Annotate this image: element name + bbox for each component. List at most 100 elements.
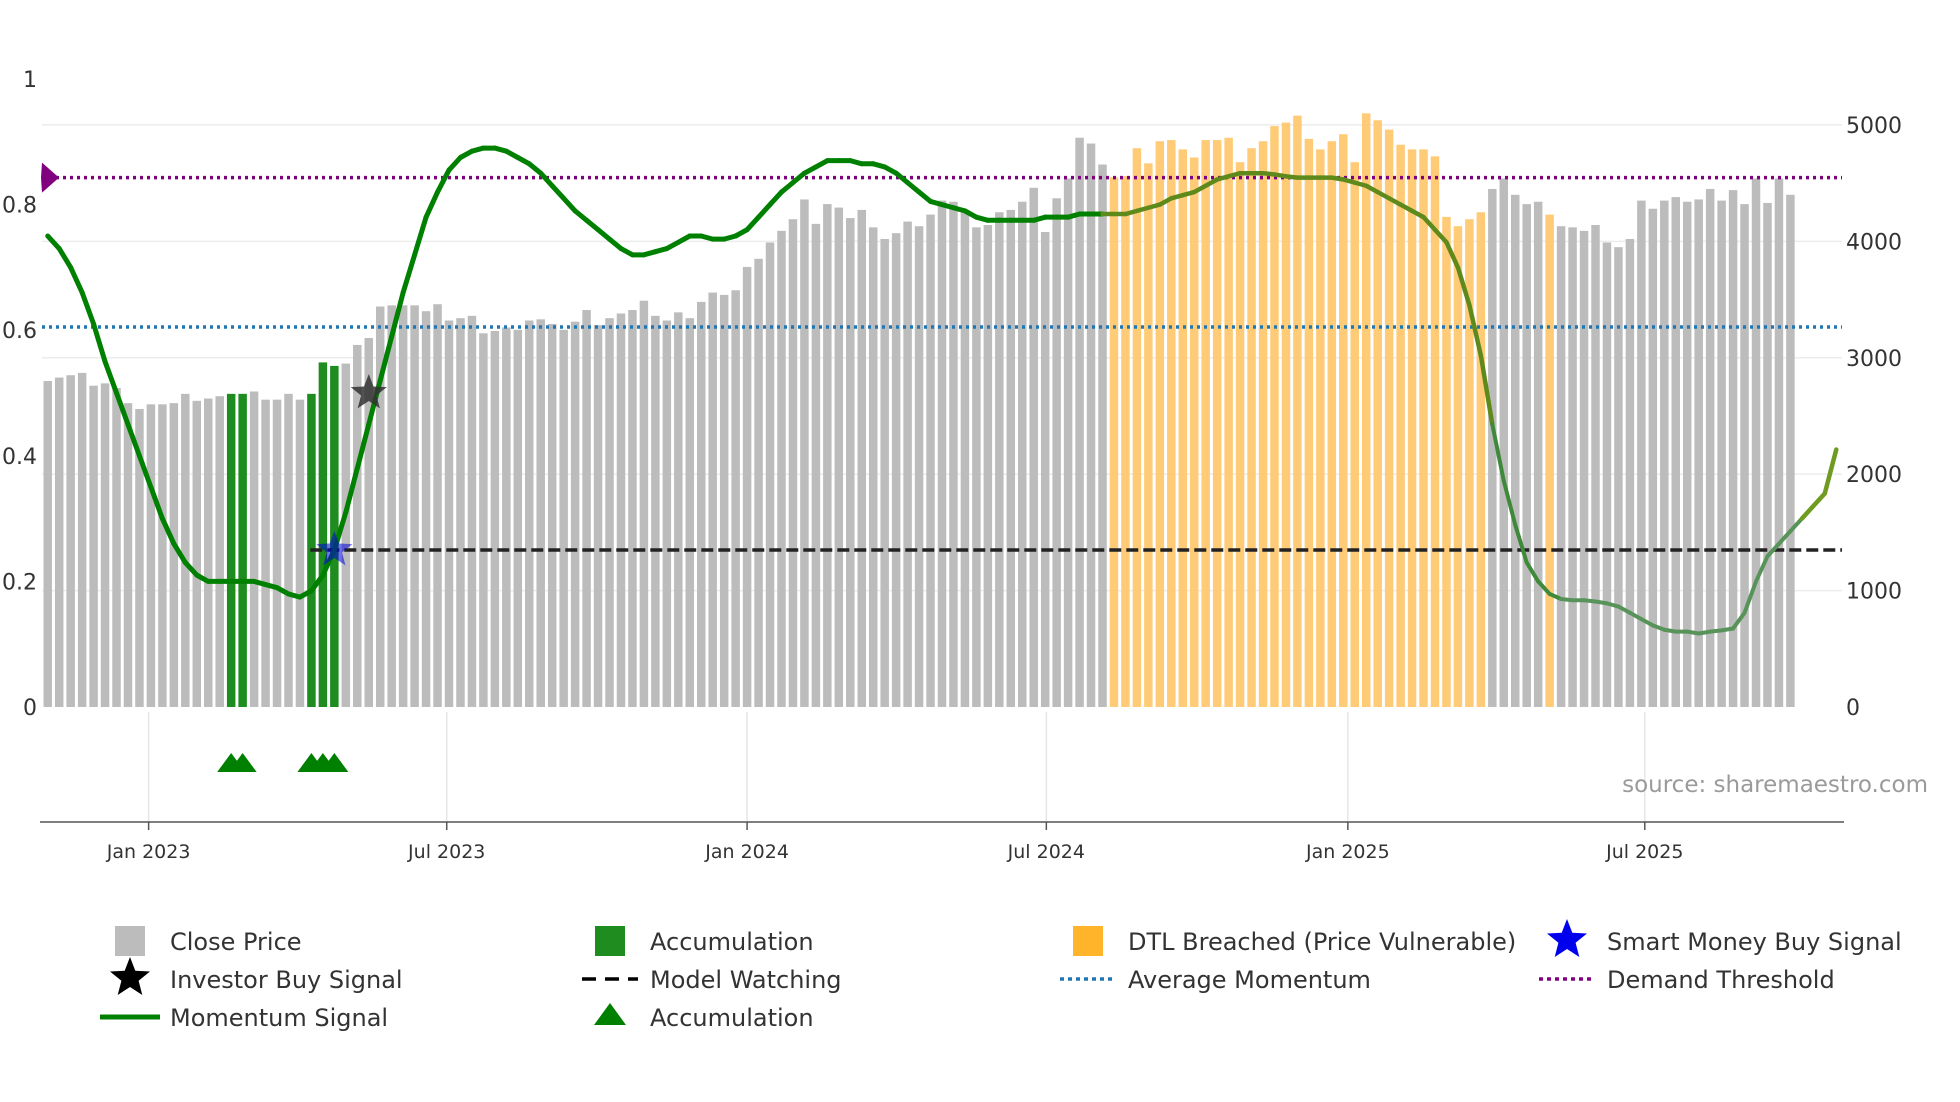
close-price-bar xyxy=(387,305,396,707)
legend-square-icon xyxy=(1073,926,1103,956)
close-price-bar xyxy=(1614,247,1623,707)
close-price-bar xyxy=(651,315,660,707)
legend-square-icon xyxy=(595,926,625,956)
dtl-breached-bar xyxy=(1396,144,1405,707)
close-price-bar xyxy=(800,199,809,708)
momentum-signal-segment xyxy=(159,516,177,547)
close-price-bar xyxy=(295,399,305,707)
legend-item-momentum-signal: Momentum Signal xyxy=(100,1004,388,1032)
close-price-bar xyxy=(43,381,52,707)
dtl-breached-bar xyxy=(1339,134,1348,707)
accumulation-bar xyxy=(318,362,328,707)
momentum-signal-segment xyxy=(412,214,429,258)
momentum-signal-segment xyxy=(756,202,773,220)
reference-lines xyxy=(41,162,1842,552)
close-price-bar xyxy=(410,305,419,707)
momentum-signal-segment xyxy=(308,572,326,594)
dtl-breached-bar xyxy=(1212,140,1222,708)
dtl-breached-bar xyxy=(1350,162,1359,707)
close-price-bar xyxy=(1556,226,1566,707)
dtl-breached-bar xyxy=(1316,149,1325,707)
close-price-bar xyxy=(249,391,259,707)
close-price-bar xyxy=(605,318,614,707)
close-price-bar xyxy=(1511,194,1520,708)
close-price-bar xyxy=(1786,194,1795,708)
momentum-signal-segment xyxy=(102,359,120,396)
dtl-breached-bar xyxy=(1361,113,1371,707)
dtl-breached-bar xyxy=(1189,157,1199,707)
momentum-signal-segment xyxy=(1627,610,1644,622)
close-price-bar xyxy=(502,327,511,707)
close-price-bar xyxy=(1522,204,1531,707)
dtl-breached-bar xyxy=(1373,120,1382,707)
dtl-breached-bar xyxy=(1109,177,1119,707)
close-price-bar xyxy=(1602,242,1612,707)
price-bars xyxy=(43,113,1795,708)
close-price-bar xyxy=(112,388,121,707)
momentum-signal-segment xyxy=(1536,579,1552,596)
close-price-bar xyxy=(1098,164,1107,707)
legend-item-average-momentum: Average Momentum xyxy=(1060,966,1371,994)
momentum-signal-segment xyxy=(1501,478,1518,527)
dtl-breached-bar xyxy=(1201,140,1210,708)
close-price-bar xyxy=(823,204,832,707)
x-tick-label: Jul 2023 xyxy=(407,841,485,863)
close-price-bar xyxy=(100,383,110,707)
dtl-breached-bar xyxy=(1178,149,1188,707)
close-price-bar xyxy=(696,301,706,707)
dtl-breached-bar xyxy=(1235,162,1245,707)
close-price-bar xyxy=(341,363,351,707)
momentum-signal-segment xyxy=(91,321,108,365)
close-price-bar xyxy=(421,311,431,707)
dtl-breached-bar xyxy=(1144,163,1153,708)
close-price-bar xyxy=(490,330,500,707)
right-tick-label: 2000 xyxy=(1846,463,1902,488)
close-price-bar xyxy=(284,393,293,707)
momentum-signal-segment xyxy=(1650,623,1667,632)
momentum-signal-segment xyxy=(549,183,567,201)
x-tick-label: Jul 2024 xyxy=(1007,841,1085,863)
momentum-signal-segment xyxy=(1467,302,1484,358)
dtl-breached-bar xyxy=(1132,148,1142,708)
close-price-bar xyxy=(353,344,362,707)
close-price-bar xyxy=(1029,187,1038,707)
dtl-breached-bar xyxy=(1270,126,1279,707)
close-price-bar xyxy=(1625,239,1635,707)
close-price-bar xyxy=(536,319,545,707)
close-price-bar xyxy=(169,403,179,707)
dtl-breached-bar xyxy=(1121,176,1130,708)
dtl-breached-bar xyxy=(1281,122,1291,707)
momentum-signal-segment xyxy=(1524,560,1541,584)
close-price-bar xyxy=(1705,188,1715,708)
legend-label: Model Watching xyxy=(650,966,842,994)
momentum-signal-segment xyxy=(45,233,62,252)
momentum-signal-segment xyxy=(1765,541,1781,559)
momentum-signal-segment xyxy=(68,264,85,296)
close-price-bar xyxy=(949,201,958,707)
close-price-bar xyxy=(1637,200,1646,707)
close-price-bar xyxy=(754,258,763,707)
close-price-bar xyxy=(1591,225,1600,707)
close-price-bar xyxy=(731,290,740,707)
close-price-bar xyxy=(1063,178,1073,708)
dtl-breached-bar xyxy=(1442,216,1451,707)
momentum-signal-segment xyxy=(1478,353,1495,427)
legend-label: Momentum Signal xyxy=(170,1004,388,1032)
close-price-bar xyxy=(525,320,534,707)
right-tick-label: 3000 xyxy=(1846,347,1902,372)
close-price-bar xyxy=(1533,201,1543,707)
momentum-signal-segment xyxy=(1639,617,1655,628)
momentum-signal-segment xyxy=(1513,522,1529,565)
x-tick-label: Jul 2025 xyxy=(1605,841,1683,863)
momentum-signal-segment xyxy=(744,214,762,233)
close-price-bar xyxy=(272,399,282,707)
x-tick-label: Jan 2024 xyxy=(704,841,789,863)
legend-label: Smart Money Buy Signal xyxy=(1607,928,1902,956)
close-price-bar xyxy=(570,321,580,707)
close-price-bar xyxy=(593,325,603,707)
close-price-bar xyxy=(685,318,695,707)
close-price-bar xyxy=(204,398,213,707)
close-price-bar xyxy=(926,214,935,707)
close-price-bar xyxy=(1774,178,1784,708)
